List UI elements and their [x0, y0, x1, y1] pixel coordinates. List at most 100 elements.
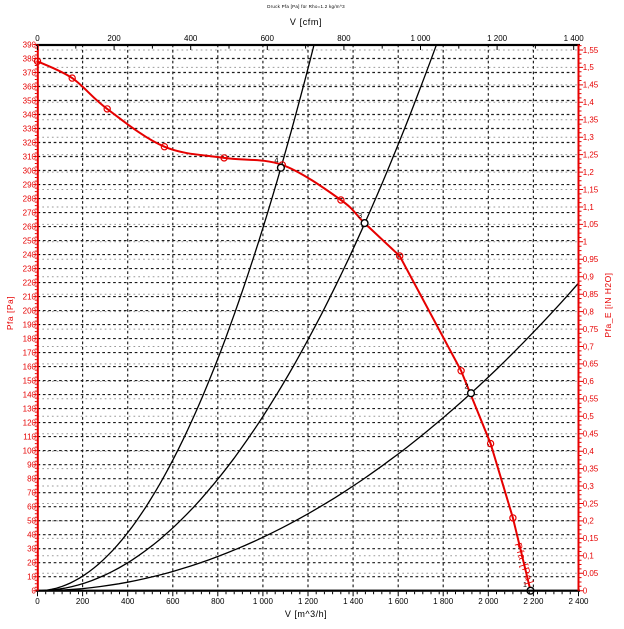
svg-text:600: 600	[166, 597, 180, 606]
svg-text:1 000: 1 000	[253, 597, 274, 606]
svg-text:2 200: 2 200	[523, 597, 544, 606]
svg-text:250: 250	[23, 236, 37, 245]
svg-text:Pfa_E [iN H2O]: Pfa_E [iN H2O]	[603, 272, 613, 337]
svg-text:600: 600	[261, 34, 275, 43]
svg-text:4: 4	[274, 156, 278, 165]
svg-text:1,45: 1,45	[583, 81, 599, 90]
svg-text:1: 1	[523, 580, 527, 589]
svg-text:1,05: 1,05	[583, 220, 599, 229]
svg-text:0,8: 0,8	[583, 307, 595, 316]
svg-text:180: 180	[23, 334, 37, 343]
svg-text:0: 0	[32, 587, 37, 596]
svg-text:1 600: 1 600	[388, 597, 409, 606]
svg-text:390: 390	[23, 40, 37, 49]
svg-text:90: 90	[27, 461, 36, 470]
svg-text:Pfa [Pa]: Pfa [Pa]	[5, 296, 15, 330]
svg-text:0,2: 0,2	[583, 517, 595, 526]
svg-text:0,65: 0,65	[583, 360, 599, 369]
svg-text:310: 310	[23, 152, 37, 161]
svg-text:1 400: 1 400	[564, 34, 585, 43]
svg-text:1 400: 1 400	[343, 597, 364, 606]
svg-text:1,2: 1,2	[583, 168, 595, 177]
svg-text:220: 220	[23, 278, 37, 287]
svg-text:0: 0	[583, 587, 588, 596]
svg-text:2 000: 2 000	[478, 597, 499, 606]
svg-text:400: 400	[184, 34, 198, 43]
svg-text:1,25: 1,25	[583, 150, 599, 159]
svg-text:340: 340	[23, 110, 37, 119]
svg-text:200: 200	[23, 306, 37, 315]
svg-text:0,35: 0,35	[583, 464, 599, 473]
svg-text:10: 10	[27, 573, 36, 582]
svg-text:110: 110	[23, 432, 36, 441]
svg-text:0,9: 0,9	[583, 273, 595, 282]
svg-text:800: 800	[211, 597, 225, 606]
svg-text:150: 150	[23, 376, 37, 385]
svg-text:40: 40	[27, 531, 36, 540]
svg-text:0,5: 0,5	[583, 412, 595, 421]
svg-text:350: 350	[23, 96, 37, 105]
svg-text:1,5: 1,5	[583, 63, 595, 72]
svg-text:300: 300	[23, 166, 37, 175]
svg-text:0,7: 0,7	[583, 342, 595, 351]
svg-text:80: 80	[27, 475, 36, 484]
svg-text:160: 160	[23, 362, 37, 371]
svg-text:270: 270	[23, 208, 37, 217]
svg-text:V [m^3/h]: V [m^3/h]	[285, 609, 327, 619]
svg-text:1,35: 1,35	[583, 116, 599, 125]
svg-text:210: 210	[23, 292, 37, 301]
svg-text:1,15: 1,15	[583, 185, 599, 194]
svg-text:1: 1	[583, 238, 588, 247]
svg-text:190: 190	[23, 320, 37, 329]
svg-text:0,05: 0,05	[583, 569, 599, 578]
svg-text:0,4: 0,4	[583, 447, 595, 456]
svg-text:0: 0	[35, 597, 40, 606]
svg-text:0,25: 0,25	[583, 499, 599, 508]
svg-text:100: 100	[23, 446, 37, 455]
svg-text:0,75: 0,75	[583, 325, 599, 334]
svg-text:1,55: 1,55	[583, 46, 599, 55]
svg-text:0,15: 0,15	[583, 534, 599, 543]
svg-text:1 200: 1 200	[487, 34, 508, 43]
svg-text:140: 140	[23, 390, 37, 399]
svg-text:400: 400	[121, 597, 135, 606]
svg-text:0: 0	[35, 34, 40, 43]
svg-text:70: 70	[27, 489, 36, 498]
svg-text:2 400: 2 400	[568, 597, 589, 606]
svg-text:0,1: 0,1	[583, 552, 595, 561]
svg-text:0,55: 0,55	[583, 395, 599, 404]
svg-text:260: 260	[23, 222, 37, 231]
svg-text:240: 240	[23, 250, 37, 259]
svg-text:50: 50	[27, 517, 36, 526]
svg-text:1 000: 1 000	[410, 34, 431, 43]
svg-text:360: 360	[23, 82, 37, 91]
svg-text:20: 20	[27, 559, 36, 568]
svg-text:1,4: 1,4	[583, 98, 595, 107]
svg-text:330: 330	[23, 124, 37, 133]
svg-text:2: 2	[464, 382, 468, 391]
svg-text:290: 290	[23, 180, 37, 189]
svg-text:0,95: 0,95	[583, 255, 599, 264]
svg-text:1 800: 1 800	[433, 597, 454, 606]
svg-text:200: 200	[107, 34, 121, 43]
svg-text:200: 200	[76, 597, 90, 606]
svg-text:0,3: 0,3	[583, 482, 595, 491]
svg-text:1 200: 1 200	[298, 597, 319, 606]
svg-text:800: 800	[337, 34, 351, 43]
svg-text:120: 120	[23, 418, 37, 427]
svg-text:380: 380	[23, 54, 37, 63]
svg-text:230: 230	[23, 264, 37, 273]
svg-text:1,3: 1,3	[583, 133, 595, 142]
svg-text:V [cfm]: V [cfm]	[290, 17, 322, 27]
svg-text:30: 30	[27, 545, 36, 554]
svg-text:0,85: 0,85	[583, 290, 599, 299]
svg-text:320: 320	[23, 138, 37, 147]
svg-text:Druck Pfa [Pa] für Rho=1.2 kg/: Druck Pfa [Pa] für Rho=1.2 kg/m^3	[267, 4, 345, 9]
svg-text:1,1: 1,1	[583, 203, 595, 212]
svg-text:370: 370	[23, 68, 37, 77]
svg-text:130: 130	[23, 404, 37, 413]
svg-text:280: 280	[23, 194, 37, 203]
svg-text:3: 3	[358, 211, 362, 220]
svg-text:0,45: 0,45	[583, 430, 599, 439]
svg-text:60: 60	[27, 503, 36, 512]
